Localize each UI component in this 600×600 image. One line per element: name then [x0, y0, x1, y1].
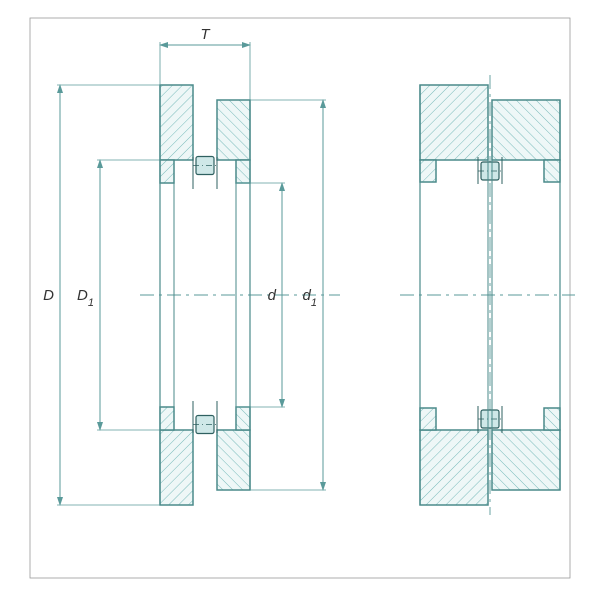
dim-label-T: T [200, 26, 211, 43]
dim-label-D1: D1 [77, 287, 94, 309]
dim-label-d1: d1 [303, 287, 317, 309]
drawing-border [30, 18, 570, 578]
dim-label-d: d [268, 287, 277, 304]
technical-drawing: T D D1 d d1 [0, 0, 600, 600]
dim-label-D: D [43, 287, 54, 304]
